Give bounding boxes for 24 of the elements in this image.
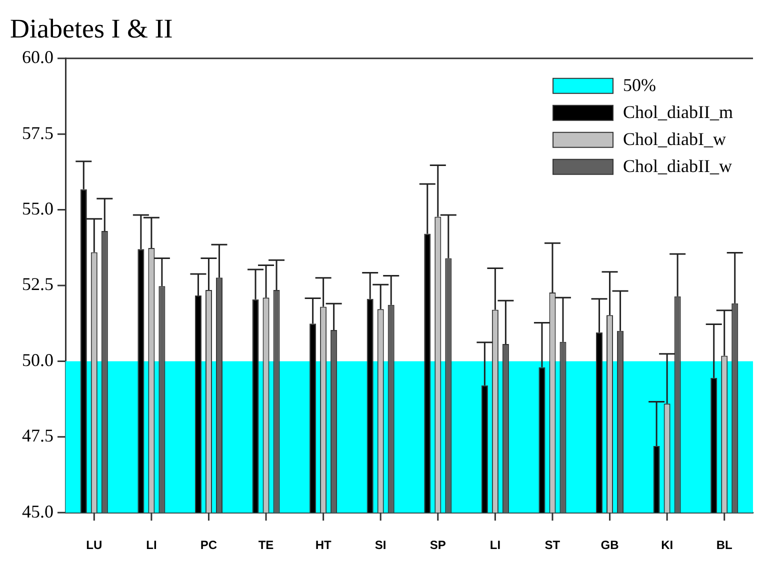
legend-label: Chol_diabII_m xyxy=(623,102,734,122)
legend-label: Chol_diabII_w xyxy=(623,156,732,176)
x-tick-label: ST xyxy=(544,538,561,552)
y-tick-label: 60.0 xyxy=(22,47,54,68)
x-tick-label: SP xyxy=(430,538,446,552)
x-tick-label: LI xyxy=(490,538,501,552)
x-tick-label: PC xyxy=(200,538,218,552)
legend-label: Chol_diabI_w xyxy=(623,129,726,150)
x-tick-label: GB xyxy=(600,538,620,552)
x-tick-label: LI xyxy=(146,538,157,552)
x-tick-label: TE xyxy=(258,538,274,552)
y-tick-label: 50.0 xyxy=(22,350,54,370)
chart-title: Diabetes I & II xyxy=(10,13,173,44)
legend-label: 50% xyxy=(623,75,656,96)
y-tick-label: 47.5 xyxy=(22,426,54,446)
x-tick-label: LU xyxy=(86,538,102,552)
y-tick-label: 52.5 xyxy=(22,274,54,294)
y-tick-label: 57.5 xyxy=(22,122,54,143)
y-tick-label: 45.0 xyxy=(22,501,54,522)
x-tick-label: KI xyxy=(661,538,674,552)
y-tick-label: 55.0 xyxy=(22,198,54,219)
x-tick-label: HT xyxy=(315,538,332,552)
x-tick-label: SI xyxy=(374,538,386,552)
x-tick-label: BL xyxy=(716,538,732,552)
